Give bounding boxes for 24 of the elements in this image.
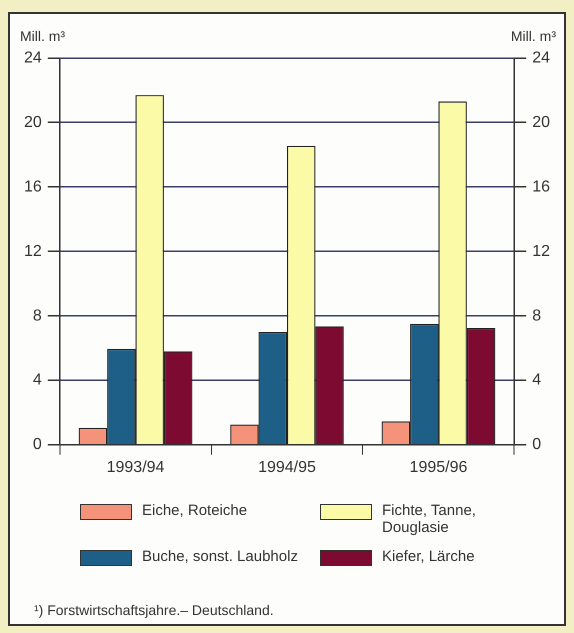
text: ¹) Forstwirtschaftsjahre.– Deutschland. xyxy=(34,602,274,618)
x-tick-label: 1994/95 xyxy=(258,458,316,476)
y-tick-label: 24 xyxy=(24,49,42,66)
y2-tick-label: 4 xyxy=(532,372,542,389)
legend-label: Eiche, Roteiche xyxy=(142,502,248,519)
y-tick-label: 12 xyxy=(24,242,42,260)
y2-tick-label: 16 xyxy=(532,178,550,196)
y-tick-label: 8 xyxy=(32,307,42,324)
y2-tick-label: 0 xyxy=(532,436,542,454)
y-tick-label: 16 xyxy=(24,178,42,196)
x-tick-label: 1995/96 xyxy=(410,458,468,476)
y2-tick-label: 24 xyxy=(532,49,550,66)
x-tick-label: 1993/94 xyxy=(106,458,165,476)
y2-tick-label: 20 xyxy=(532,114,550,131)
legend-label: Buche, sonst. Laubholz xyxy=(142,548,298,565)
y-tick-label: 20 xyxy=(24,114,42,131)
legend-label: Kiefer, Lärche xyxy=(382,548,475,565)
y2-tick-label: 8 xyxy=(532,307,542,324)
legend-label: Fichte, Tanne, Douglasie xyxy=(382,502,477,536)
y2-axis-title: Mill. m³ xyxy=(510,28,556,44)
y-tick-label: 4 xyxy=(32,372,42,389)
y2-tick-label: 12 xyxy=(532,242,550,260)
y-axis-title: Mill. m³ xyxy=(20,28,66,44)
y-tick-label: 0 xyxy=(32,436,42,454)
